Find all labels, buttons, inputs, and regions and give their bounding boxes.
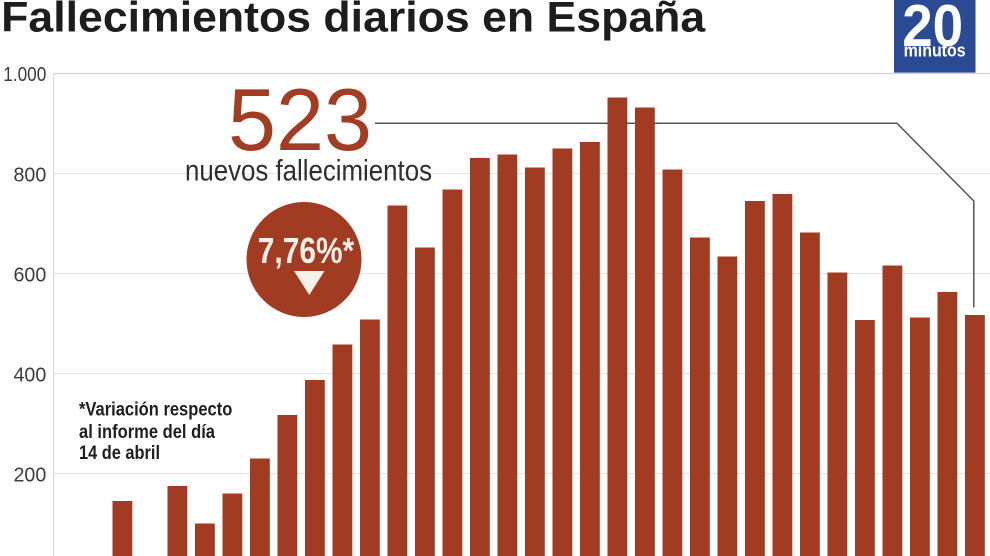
svg-text:al informe del día: al informe del día (79, 421, 215, 443)
svg-text:minutos: minutos (904, 41, 966, 61)
svg-text:1.000: 1.000 (3, 63, 46, 86)
svg-text:800: 800 (14, 163, 47, 186)
svg-text:20: 20 (902, 0, 963, 59)
svg-text:200: 200 (14, 463, 47, 486)
svg-text:14 de abril: 14 de abril (79, 442, 160, 464)
svg-text:*Variación respecto: *Variación respecto (79, 399, 232, 421)
svg-text:523: 523 (228, 70, 372, 169)
svg-text:600: 600 (14, 263, 47, 286)
svg-text:Fallecimientos diarios en Espa: Fallecimientos diarios en España (1, 0, 706, 42)
svg-text:400: 400 (14, 363, 47, 386)
svg-text:nuevos fallecimientos: nuevos fallecimientos (185, 155, 432, 188)
svg-text:7,76%*: 7,76%* (258, 230, 354, 271)
